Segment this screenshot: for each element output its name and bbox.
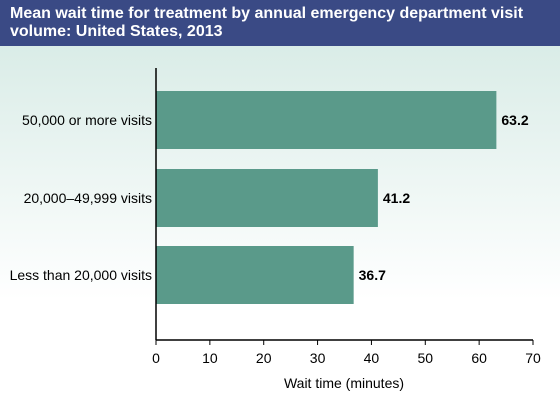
data-label: 41.2 bbox=[383, 190, 410, 206]
data-label: 63.2 bbox=[501, 112, 528, 128]
data-label: 36.7 bbox=[359, 267, 386, 283]
category-label: 50,000 or more visits bbox=[22, 112, 152, 128]
x-tick-label: 0 bbox=[152, 350, 160, 366]
x-axis-title: Wait time (minutes) bbox=[284, 375, 404, 391]
x-axis-ticks: 0 10 20 30 40 50 60 70 bbox=[152, 340, 541, 366]
title-banner: Mean wait time for treatment by annual e… bbox=[0, 0, 560, 46]
x-tick-label: 10 bbox=[202, 350, 218, 366]
category-label: Less than 20,000 visits bbox=[10, 267, 152, 283]
chart-title: Mean wait time for treatment by annual e… bbox=[10, 5, 524, 40]
bar bbox=[156, 246, 354, 304]
x-tick-label: 30 bbox=[310, 350, 326, 366]
data-labels: 63.2 41.2 36.7 bbox=[359, 112, 529, 283]
category-labels: 50,000 or more visits 20,000–49,999 visit… bbox=[10, 112, 152, 283]
x-tick-label: 50 bbox=[417, 350, 433, 366]
category-label: 20,000–49,999 visits bbox=[24, 190, 152, 206]
x-tick-label: 20 bbox=[256, 350, 272, 366]
bar bbox=[156, 91, 497, 149]
x-tick-label: 70 bbox=[525, 350, 541, 366]
x-tick-label: 40 bbox=[364, 350, 380, 366]
bar bbox=[156, 169, 378, 227]
x-tick-label: 60 bbox=[471, 350, 487, 366]
bars-layer bbox=[156, 91, 497, 304]
